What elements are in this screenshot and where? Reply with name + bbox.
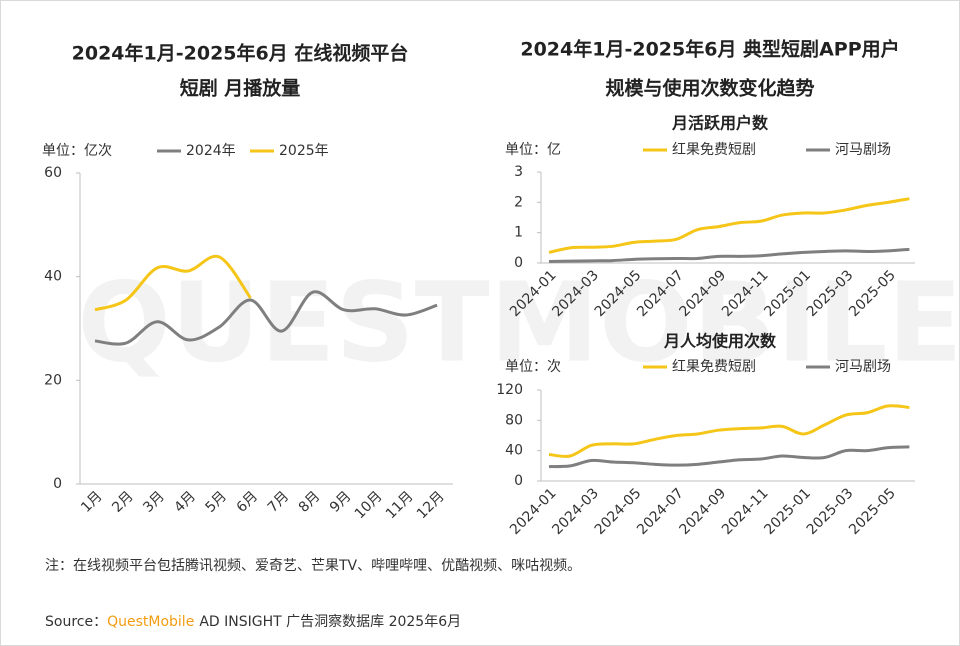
unit-label: 单位：亿: [505, 142, 561, 158]
source-text: AD INSIGHT 广告洞察数据库 2025年6月: [199, 613, 461, 630]
y-tick-label: 20: [44, 372, 62, 388]
unit-label: 单位：亿次: [42, 143, 112, 159]
y-tick-label: 40: [44, 269, 62, 285]
source: Source：QuestMobile AD INSIGHT 广告洞察数据库 202…: [45, 613, 461, 630]
panel-title: 2024年1月-2025年6月 典型短剧APP用户: [520, 38, 899, 61]
legend-label: 2024年: [186, 143, 236, 159]
legend-label: 河马剧场: [835, 359, 891, 375]
y-tick-label: 0: [514, 473, 523, 489]
legend-label: 红果免费短剧: [672, 359, 756, 375]
chart-title: 短剧 月播放量: [180, 77, 301, 100]
unit-label: 单位：次: [505, 359, 561, 375]
legend-label: 2025年: [279, 143, 329, 159]
chart-title: 月人均使用次数: [663, 332, 777, 351]
series-line: [548, 404, 910, 458]
series-line: [548, 247, 910, 263]
legend-label: 红果免费短剧: [672, 142, 756, 158]
source-label: Source：: [45, 614, 107, 630]
series-line: [94, 290, 438, 346]
chart-title: 2024年1月-2025年6月 在线视频平台: [72, 42, 409, 65]
panel-title: 规模与使用次数变化趋势: [605, 77, 814, 100]
note: 注：在线视频平台包括腾讯视频、爱奇艺、芒果TV、哔哩哔哩、优酷视频、咪咕视频。: [45, 557, 581, 574]
source-brand: QuestMobile: [107, 614, 194, 630]
y-tick-label: 2: [514, 194, 523, 210]
y-tick-label: 60: [44, 165, 62, 181]
y-tick-label: 80: [505, 412, 523, 428]
y-tick-label: 0: [514, 255, 523, 271]
y-tick-label: 0: [53, 476, 62, 492]
y-tick-label: 3: [514, 164, 523, 180]
y-tick-label: 40: [505, 443, 523, 459]
series-line: [548, 445, 910, 469]
legend-label: 河马剧场: [835, 142, 891, 158]
series-line: [94, 254, 252, 312]
y-tick-label: 1: [514, 225, 523, 241]
y-tick-label: 120: [496, 382, 523, 398]
chart-title: 月活跃用户数: [671, 114, 769, 133]
series-line: [548, 197, 910, 254]
